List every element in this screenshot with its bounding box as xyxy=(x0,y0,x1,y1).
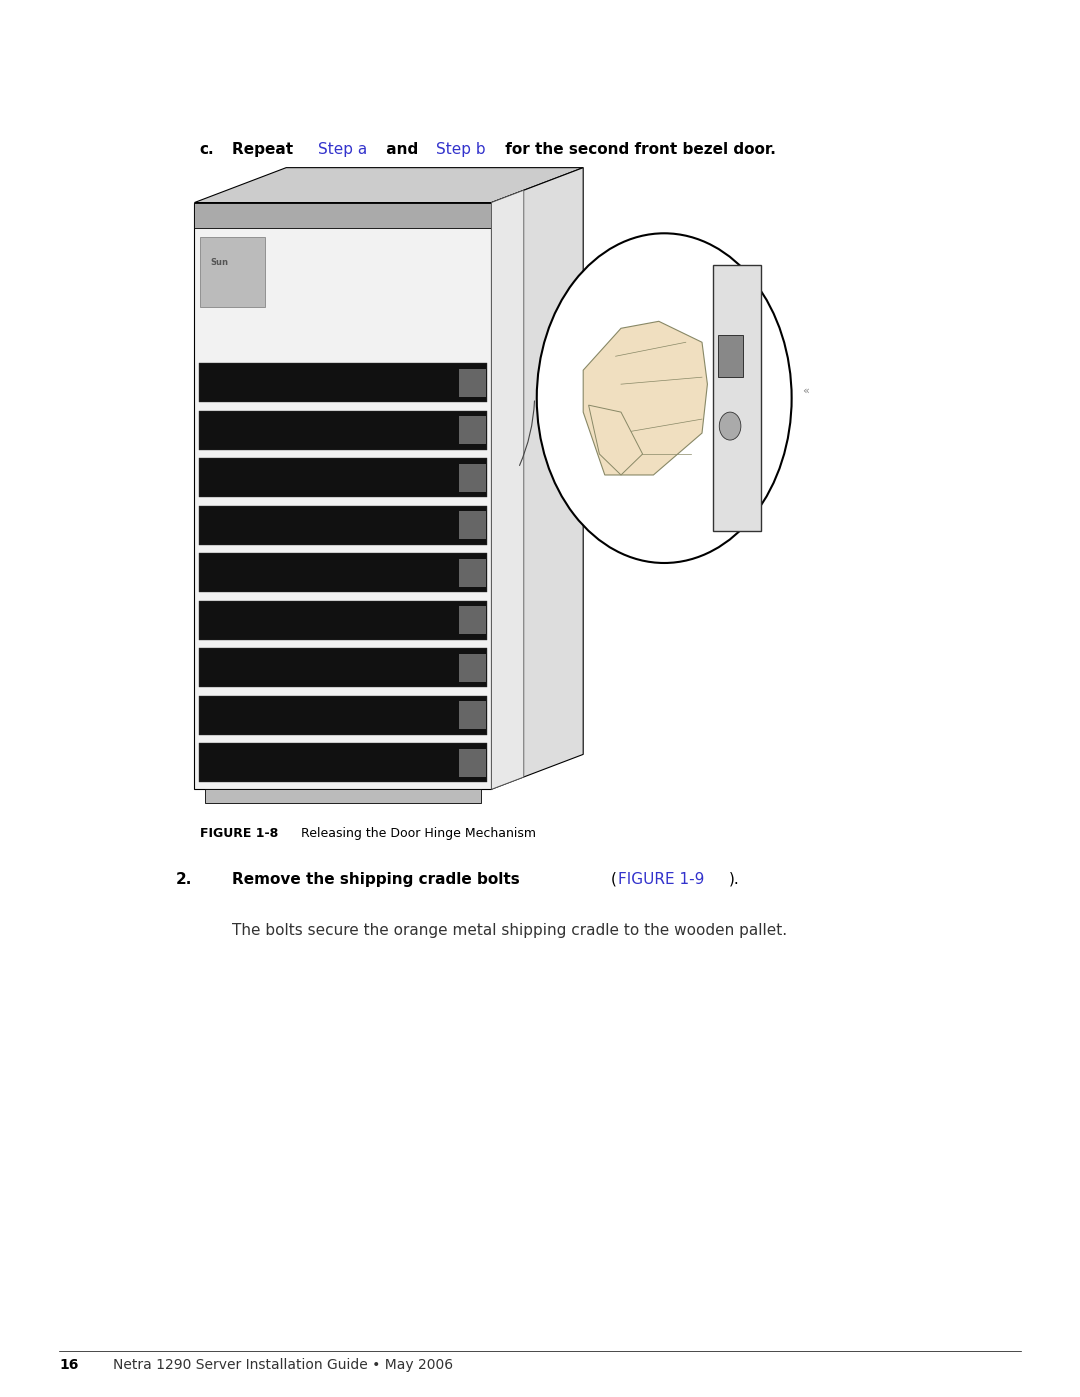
Polygon shape xyxy=(200,237,265,307)
Polygon shape xyxy=(583,321,707,475)
Polygon shape xyxy=(194,203,491,228)
Polygon shape xyxy=(459,559,486,587)
Polygon shape xyxy=(199,458,487,497)
Polygon shape xyxy=(459,654,486,682)
Text: Step a: Step a xyxy=(318,142,367,158)
Polygon shape xyxy=(459,511,486,539)
Polygon shape xyxy=(459,416,486,444)
Circle shape xyxy=(719,412,741,440)
Polygon shape xyxy=(718,335,743,377)
Polygon shape xyxy=(205,789,481,803)
Polygon shape xyxy=(589,405,643,475)
Text: for the second front bezel door.: for the second front bezel door. xyxy=(500,142,777,158)
Circle shape xyxy=(537,233,792,563)
Polygon shape xyxy=(199,743,487,782)
Text: Sun: Sun xyxy=(211,258,229,267)
Polygon shape xyxy=(713,265,761,531)
Polygon shape xyxy=(459,749,486,777)
Polygon shape xyxy=(194,168,583,203)
Polygon shape xyxy=(491,190,524,789)
Text: c.: c. xyxy=(200,142,215,158)
Text: Step b: Step b xyxy=(436,142,486,158)
Text: (: ( xyxy=(610,872,616,887)
Text: FIGURE 1-8: FIGURE 1-8 xyxy=(200,827,278,840)
Text: ).: ). xyxy=(729,872,740,887)
Text: 2.: 2. xyxy=(176,872,192,887)
Polygon shape xyxy=(199,411,487,450)
Text: Remove the shipping cradle bolts: Remove the shipping cradle bolts xyxy=(232,872,525,887)
Text: The bolts secure the orange metal shipping cradle to the wooden pallet.: The bolts secure the orange metal shippi… xyxy=(232,923,787,939)
Text: Netra 1290 Server Installation Guide • May 2006: Netra 1290 Server Installation Guide • M… xyxy=(113,1358,454,1372)
Polygon shape xyxy=(199,601,487,640)
Polygon shape xyxy=(491,168,583,789)
Polygon shape xyxy=(459,606,486,634)
Text: «: « xyxy=(802,386,809,397)
Polygon shape xyxy=(199,696,487,735)
Polygon shape xyxy=(459,464,486,492)
Text: Releasing the Door Hinge Mechanism: Releasing the Door Hinge Mechanism xyxy=(289,827,537,840)
Polygon shape xyxy=(194,203,491,789)
Polygon shape xyxy=(199,506,487,545)
Text: FIGURE 1-9: FIGURE 1-9 xyxy=(618,872,704,887)
Text: Repeat: Repeat xyxy=(232,142,298,158)
Text: 16: 16 xyxy=(59,1358,79,1372)
Polygon shape xyxy=(199,648,487,687)
Polygon shape xyxy=(459,701,486,729)
Polygon shape xyxy=(199,363,487,402)
Polygon shape xyxy=(199,553,487,592)
Polygon shape xyxy=(459,369,486,397)
Text: and: and xyxy=(381,142,423,158)
